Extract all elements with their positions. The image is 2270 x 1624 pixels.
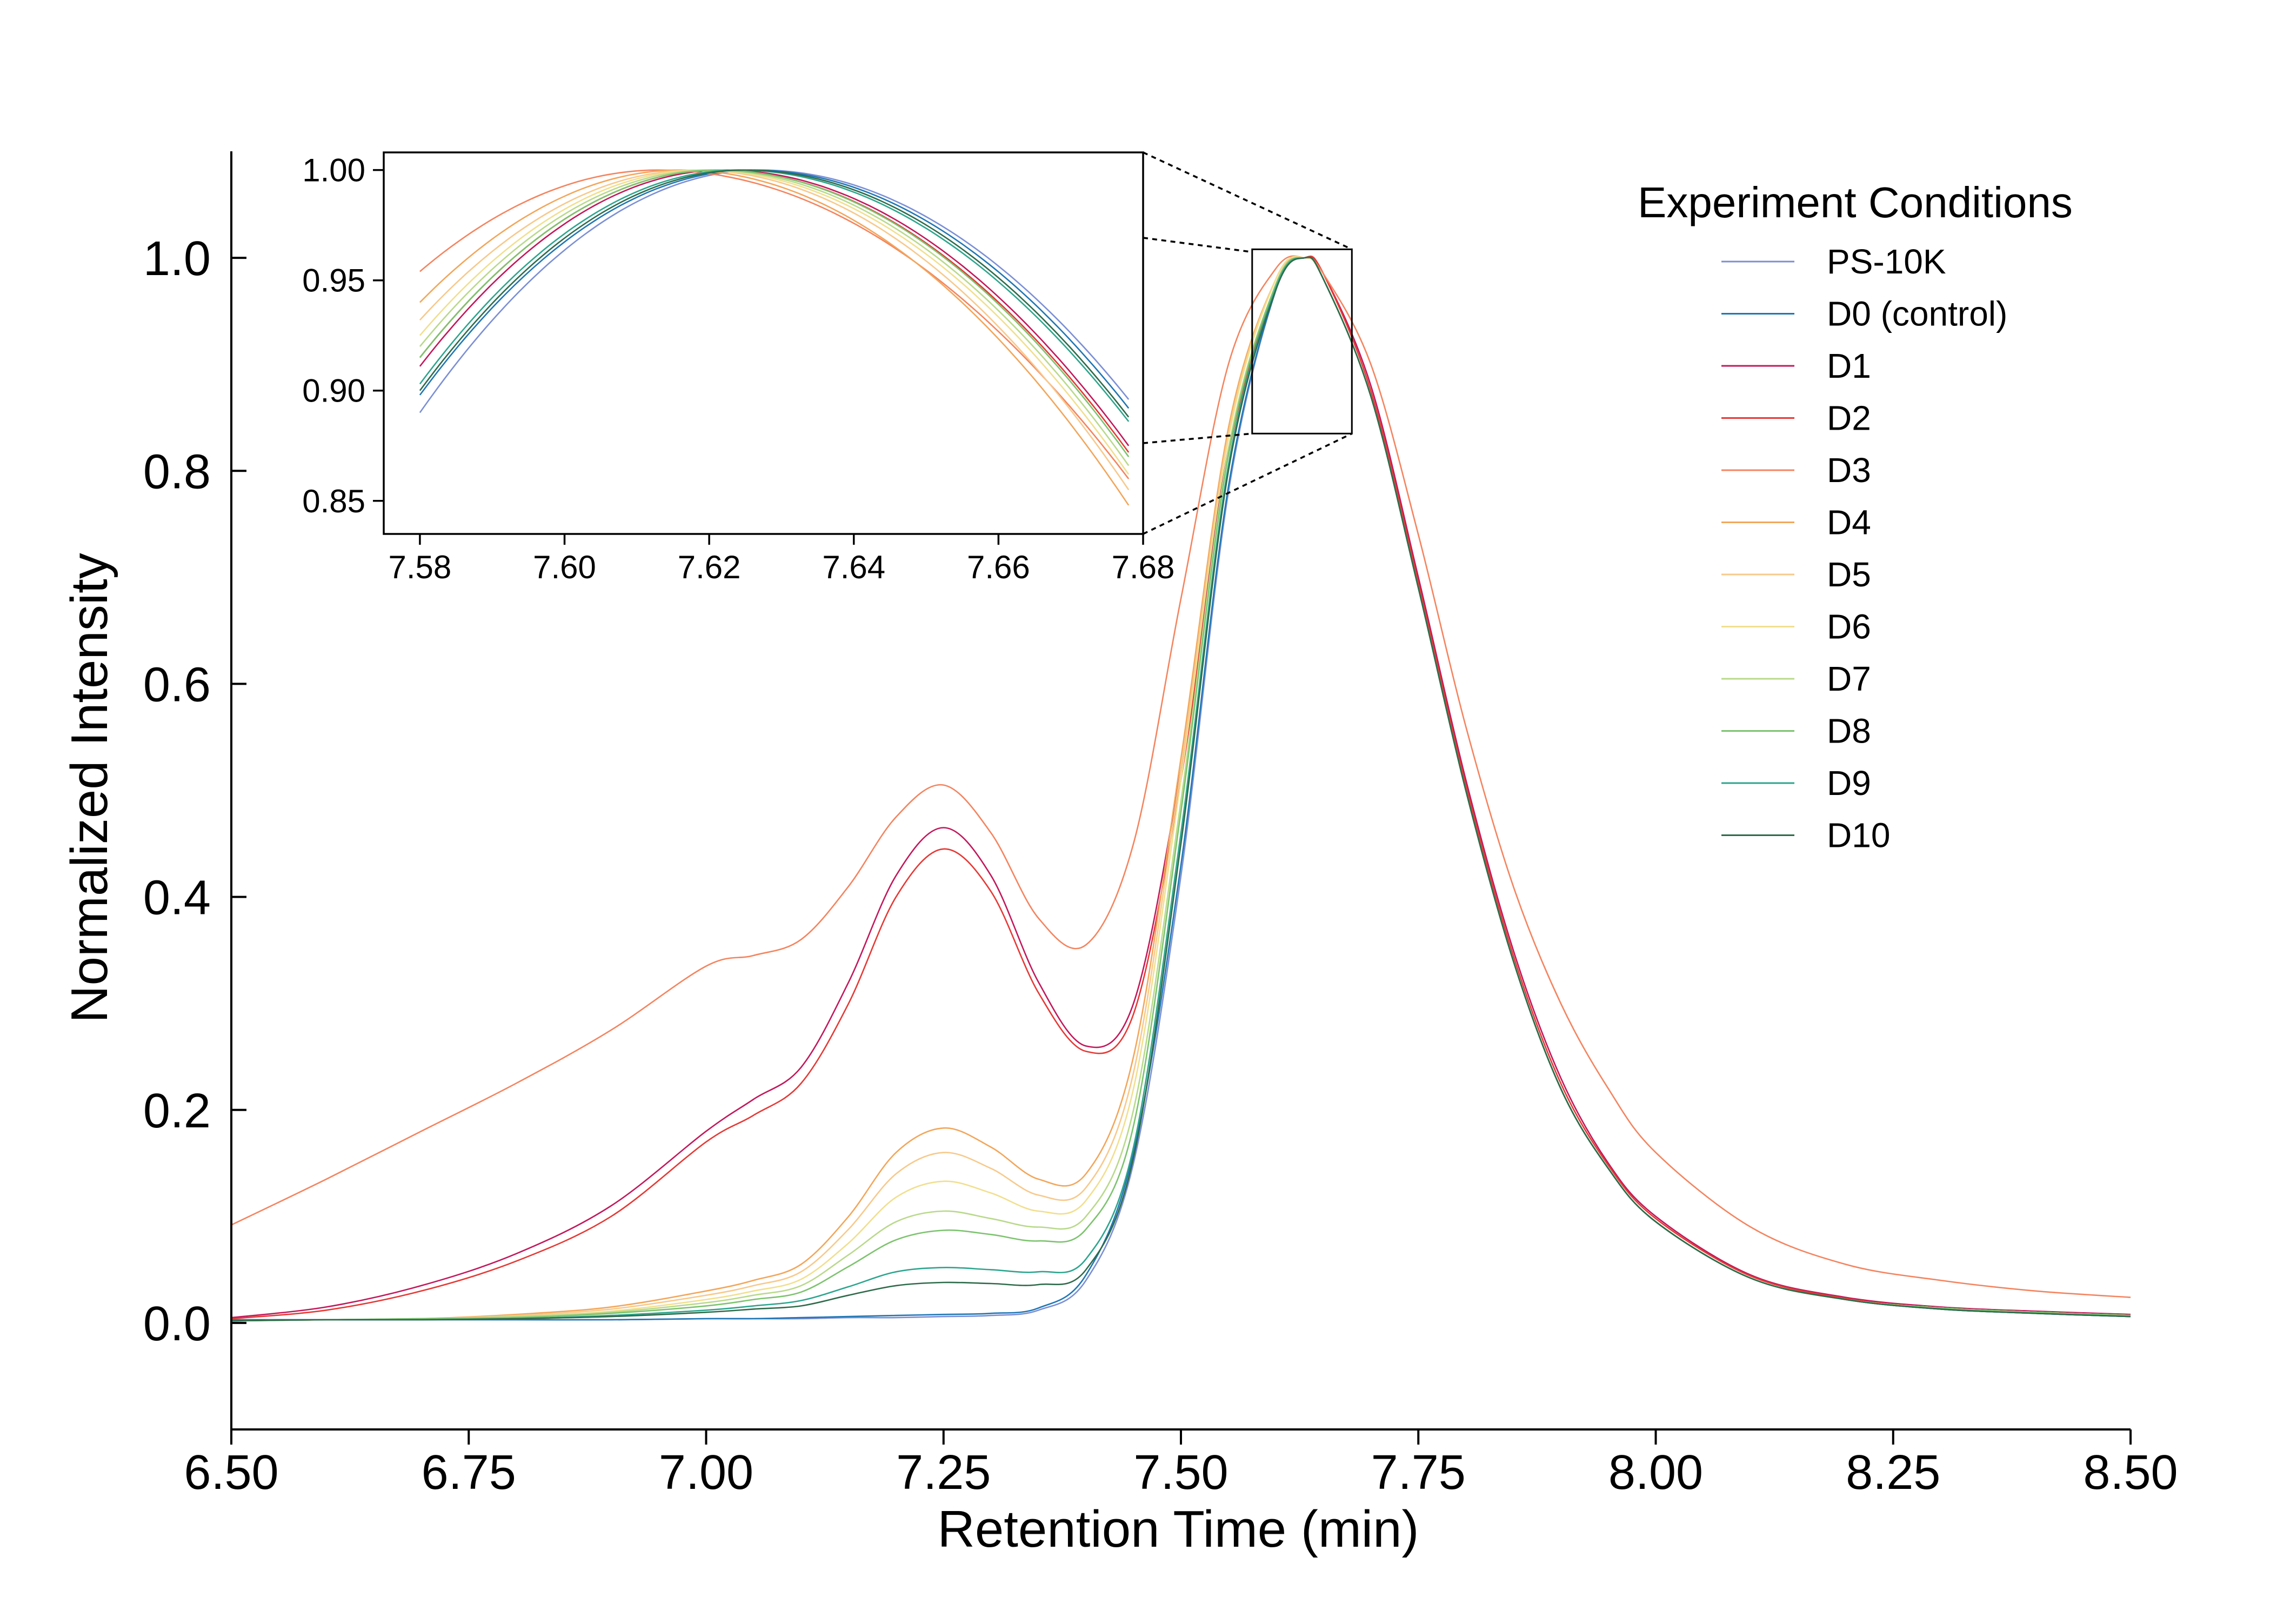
zoom-connector [1143, 151, 1352, 250]
x-tick-label: 7.25 [896, 1446, 991, 1500]
y-tick-label: 0.0 [143, 1297, 211, 1351]
inset-x-tick-label: 7.66 [967, 549, 1030, 585]
y-tick-label: 1.0 [143, 232, 211, 286]
series-line-d10 [231, 256, 2131, 1322]
x-tick-label: 8.50 [2083, 1446, 2178, 1500]
inset-x-tick-label: 7.58 [389, 549, 452, 585]
inset-axes: 7.58 7.60 7.62 7.64 7.66 7.68 0.85 0.90 0.95 1.00 [302, 151, 1175, 585]
y-tick-label: 0.4 [143, 871, 211, 925]
inset-y-tick-label: 1.00 [302, 152, 365, 189]
inset-line-d3 [419, 169, 1130, 479]
main-series-group [231, 255, 2131, 1322]
inset-line-ps-10k [419, 169, 1130, 413]
legend-title: Experiment Conditions [1638, 178, 2073, 226]
legend: Experiment Conditions PS-10K D0 (control)… [1638, 178, 2073, 855]
x-tick-label: 6.75 [422, 1446, 516, 1500]
x-tick-label: 8.25 [1846, 1446, 1940, 1500]
y-tick-label: 0.8 [143, 445, 211, 499]
inset-line-d5 [419, 169, 1130, 491]
inset-line-d7 [419, 169, 1130, 466]
x-tick-label: 6.50 [184, 1446, 278, 1500]
inset-x-tick-label: 7.62 [678, 549, 741, 585]
x-tick-label: 7.00 [659, 1446, 753, 1500]
legend-label: D2 [1827, 399, 1871, 438]
y-tick-label: 0.6 [143, 658, 211, 712]
inset-series-group [419, 169, 1130, 506]
y-tick-label: 0.2 [143, 1084, 211, 1138]
main-plot-area: 6.50 6.75 7.00 7.25 7.50 7.75 8.00 8.25 8.50 0.0 0… [143, 151, 2178, 1500]
inset-line-d2 [419, 169, 1130, 453]
inset-line-d10 [419, 169, 1130, 418]
legend-items: PS-10K D0 (control) D1 D2 D3 D4 D5 D6 D7 D8 D9 D10 [1721, 242, 2007, 855]
legend-label: D8 [1827, 712, 1871, 751]
zoom-connector [1143, 432, 1353, 535]
inset-y-tick-label: 0.85 [302, 483, 365, 519]
inset-line-d1 [419, 169, 1130, 446]
zoom-connector [1143, 432, 1252, 444]
zoom-indicator [1143, 151, 1353, 535]
y-axis-title: Normalized Intensity [61, 553, 118, 1023]
legend-label: D6 [1827, 607, 1871, 646]
legend-label: D9 [1827, 764, 1871, 803]
legend-label: D10 [1827, 816, 1890, 855]
zoom-connector [1143, 237, 1253, 253]
inset-x-tick-label: 7.68 [1112, 549, 1175, 585]
inset-frame [383, 151, 1144, 535]
legend-label: D5 [1827, 555, 1871, 594]
x-tick-label: 8.00 [1608, 1446, 1703, 1500]
inset-line-d6 [419, 169, 1130, 475]
inset-y-tick-label: 0.95 [302, 263, 365, 299]
legend-label: D3 [1827, 451, 1871, 490]
inset-line-d8 [419, 169, 1130, 457]
series-line-d3 [231, 255, 2131, 1298]
inset-plot: 7.58 7.60 7.62 7.64 7.66 7.68 0.85 0.90 0.95 1.00 [302, 151, 1175, 585]
legend-label: PS-10K [1827, 242, 1946, 281]
main-axes: 6.50 6.75 7.00 7.25 7.50 7.75 8.00 8.25 8.50 0.0 0… [143, 151, 2178, 1500]
inset-x-tick-label: 7.60 [533, 549, 596, 585]
inset-y-tick-label: 0.90 [302, 373, 365, 409]
legend-label: D4 [1827, 503, 1871, 542]
x-tick-label: 7.75 [1371, 1446, 1466, 1500]
zoom-box [1251, 248, 1353, 435]
inset-x-tick-label: 7.64 [822, 549, 885, 585]
legend-label: D7 [1827, 659, 1871, 698]
x-axis-title: Retention Time (min) [938, 1500, 1419, 1558]
legend-label: D1 [1827, 346, 1871, 385]
inset-line-d9 [419, 169, 1130, 422]
inset-line-d0-control [419, 169, 1130, 409]
x-tick-label: 7.50 [1133, 1446, 1228, 1500]
inset-line-d4 [419, 169, 1130, 506]
legend-label: D0 (control) [1827, 295, 2007, 333]
